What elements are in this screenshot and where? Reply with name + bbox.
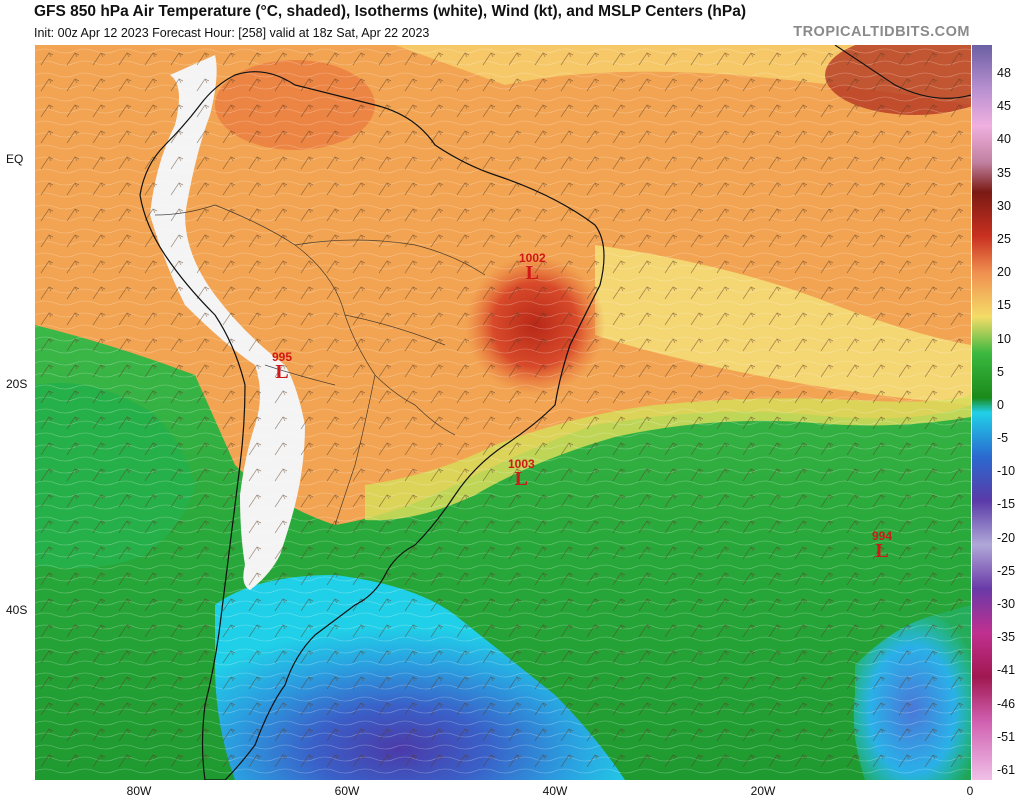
low-center-1002: 1002 L bbox=[519, 251, 546, 285]
lon-label-40w: 40W bbox=[542, 784, 568, 798]
low-center-1003: 1003 L bbox=[508, 457, 535, 491]
colorbar-label: 20 bbox=[997, 265, 1011, 280]
colorbar-label: 35 bbox=[997, 165, 1011, 180]
colorbar-label: -5 bbox=[997, 431, 1009, 446]
colorbar-label: -30 bbox=[997, 597, 1016, 612]
low-value: 1002 bbox=[519, 251, 546, 265]
map-canvas bbox=[35, 45, 971, 780]
colorbar-label: -25 bbox=[997, 563, 1016, 578]
low-value: 994 bbox=[872, 529, 893, 543]
low-value: 1003 bbox=[508, 457, 535, 471]
colorbar-label: 10 bbox=[997, 331, 1011, 346]
low-center-994: 994 L bbox=[872, 529, 892, 563]
lon-label-20w: 20W bbox=[750, 784, 776, 798]
lat-label-eq: EQ bbox=[6, 152, 24, 166]
colorbar-label: 40 bbox=[997, 132, 1011, 147]
lat-label-20s: 20S bbox=[6, 377, 28, 391]
temperature-colorbar bbox=[972, 45, 992, 780]
brand-watermark: TROPICALTIDBITS.COM bbox=[793, 24, 970, 40]
lon-label-0: 0 bbox=[966, 784, 974, 798]
lon-label-80w: 80W bbox=[126, 784, 152, 798]
colorbar-label: -35 bbox=[997, 630, 1016, 645]
low-marker: L bbox=[275, 361, 289, 383]
colorbar-label: 30 bbox=[997, 198, 1011, 213]
low-value: 995 bbox=[272, 350, 293, 364]
colorbar-label: 25 bbox=[997, 231, 1011, 246]
colorbar-label: 48 bbox=[997, 66, 1011, 80]
colorbar-label: -41 bbox=[997, 663, 1016, 678]
low-marker: L bbox=[525, 262, 540, 284]
colorbar-label: 45 bbox=[997, 99, 1011, 114]
coastline bbox=[139, 71, 605, 780]
africa-coast bbox=[834, 45, 971, 99]
colorbar-label: 0 bbox=[997, 397, 1004, 412]
colorbar-label: -20 bbox=[997, 530, 1016, 545]
low-marker: L bbox=[875, 540, 889, 562]
map-subtitle: Init: 00z Apr 12 2023 Forecast Hour: [25… bbox=[34, 26, 430, 40]
colorbar-label: -15 bbox=[997, 497, 1016, 512]
colorbar-label: 5 bbox=[997, 364, 1004, 379]
colorbar-label: -61 bbox=[997, 763, 1016, 777]
colorbar-label: -10 bbox=[997, 464, 1016, 479]
colorbar-label: 15 bbox=[997, 298, 1011, 313]
lon-label-60w: 60W bbox=[334, 784, 360, 798]
map-title: GFS 850 hPa Air Temperature (°C, shaded)… bbox=[34, 3, 747, 20]
country-borders bbox=[154, 204, 486, 526]
colorbar-label: -46 bbox=[997, 696, 1016, 711]
lat-label-40s: 40S bbox=[6, 603, 28, 617]
low-marker: L bbox=[514, 468, 529, 490]
low-center-995: 995 L bbox=[272, 350, 292, 384]
colorbar-label: -51 bbox=[997, 729, 1016, 744]
temperature-map: 1002 L 995 L 1003 L 994 L bbox=[35, 45, 971, 780]
